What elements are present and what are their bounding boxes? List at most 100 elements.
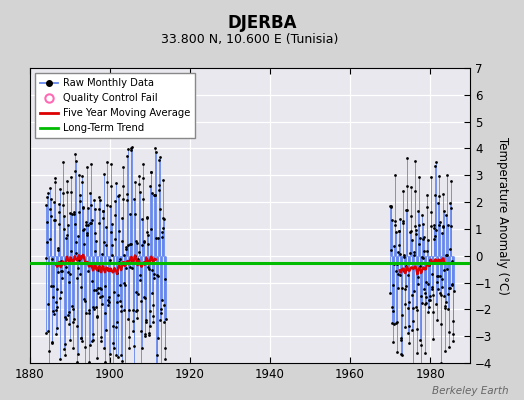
Point	[149, 313, 157, 319]
Point	[114, 193, 122, 199]
Point	[114, 292, 123, 298]
Point	[99, 208, 107, 214]
Legend: Raw Monthly Data, Quality Control Fail, Five Year Moving Average, Long-Term Tren: Raw Monthly Data, Quality Control Fail, …	[35, 73, 195, 138]
Point	[434, 173, 443, 179]
Point	[95, 194, 103, 200]
Point	[406, 250, 414, 256]
Point	[43, 239, 52, 245]
Point	[389, 339, 398, 346]
Point	[397, 351, 406, 358]
Point	[112, 319, 121, 325]
Point	[396, 250, 404, 257]
Point	[43, 194, 51, 200]
Point	[398, 352, 406, 358]
Point	[418, 300, 426, 306]
Title: 33.800 N, 10.600 E (Tunisia): 33.800 N, 10.600 E (Tunisia)	[161, 33, 339, 46]
Point	[421, 301, 429, 307]
Point	[66, 336, 74, 343]
Point	[389, 321, 398, 327]
Point	[413, 274, 422, 281]
Point	[104, 297, 112, 303]
Point	[414, 281, 422, 288]
Point	[60, 213, 68, 220]
Point	[133, 258, 141, 264]
Point	[91, 206, 99, 212]
Point	[77, 284, 85, 290]
Point	[413, 326, 421, 332]
Point	[407, 227, 416, 234]
Point	[139, 175, 147, 182]
Point	[55, 209, 63, 215]
Point	[411, 158, 420, 165]
Point	[69, 345, 77, 351]
Point	[63, 178, 71, 184]
Point	[142, 258, 150, 264]
Point	[70, 211, 79, 217]
Point	[146, 169, 155, 176]
Point	[59, 202, 68, 209]
Point	[143, 214, 151, 220]
Point	[123, 197, 132, 203]
Point	[425, 304, 433, 310]
Point	[408, 326, 416, 333]
Point	[429, 309, 437, 315]
Point	[130, 195, 138, 202]
Point	[82, 222, 90, 228]
Point	[125, 307, 133, 313]
Point	[79, 227, 88, 233]
Point	[45, 376, 53, 382]
Point	[412, 304, 421, 310]
Point	[134, 172, 143, 179]
Point	[103, 178, 111, 185]
Point	[80, 240, 89, 247]
Point	[129, 318, 137, 324]
Point	[424, 281, 432, 287]
Point	[145, 332, 153, 338]
Point	[425, 297, 433, 304]
Point	[111, 198, 119, 204]
Point	[100, 359, 108, 365]
Point	[45, 348, 53, 354]
Point	[89, 337, 97, 343]
Point	[95, 284, 104, 291]
Point	[422, 248, 431, 254]
Point	[428, 284, 436, 290]
Point	[431, 162, 439, 169]
Point	[86, 202, 95, 209]
Point	[152, 362, 160, 368]
Point	[99, 214, 107, 221]
Point	[124, 316, 133, 322]
Point	[118, 164, 127, 170]
Point	[91, 287, 100, 293]
Point	[144, 232, 152, 238]
Point	[118, 196, 127, 202]
Point	[157, 234, 166, 240]
Point	[400, 252, 409, 258]
Point	[416, 336, 424, 343]
Point	[392, 268, 400, 274]
Point	[46, 236, 54, 242]
Point	[48, 256, 56, 262]
Point	[435, 222, 444, 228]
Point	[436, 273, 444, 280]
Point	[125, 345, 134, 352]
Point	[147, 169, 155, 176]
Point	[410, 252, 418, 258]
Point	[403, 206, 411, 213]
Point	[156, 310, 165, 316]
Point	[115, 259, 123, 266]
Point	[433, 279, 442, 286]
Point	[427, 208, 435, 215]
Point	[98, 293, 106, 299]
Point	[128, 265, 136, 271]
Point	[160, 319, 168, 326]
Point	[71, 221, 79, 227]
Point	[75, 192, 84, 198]
Point	[446, 222, 455, 229]
Point	[78, 173, 86, 180]
Point	[52, 330, 60, 337]
Point	[67, 189, 75, 196]
Point	[161, 316, 170, 322]
Point	[120, 307, 128, 313]
Point	[62, 264, 70, 270]
